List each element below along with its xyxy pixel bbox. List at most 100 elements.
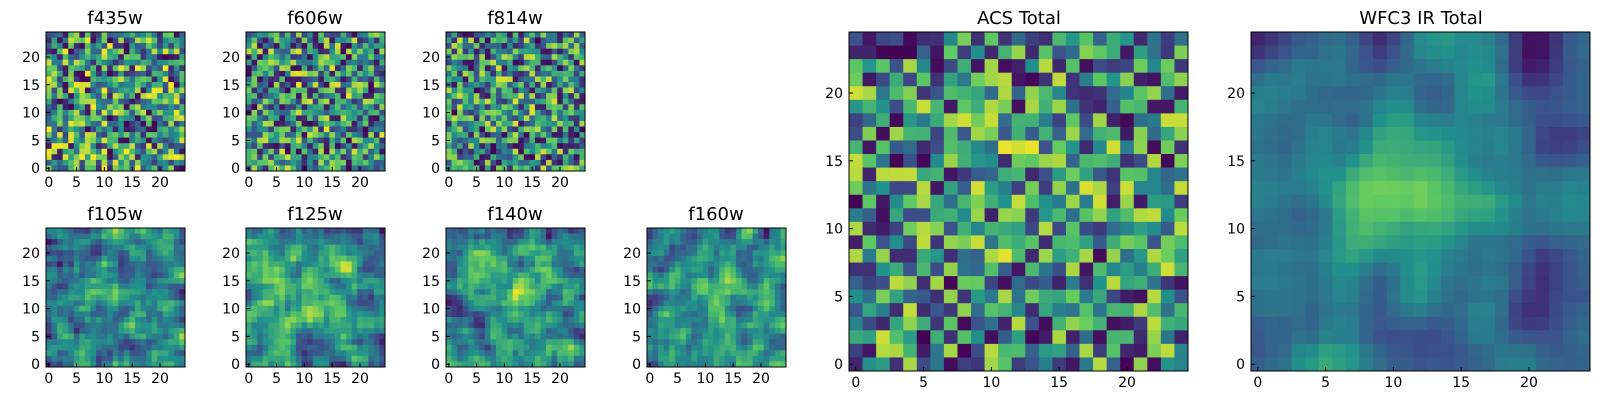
heatmap-cell (1160, 140, 1175, 155)
heatmap-cell (479, 76, 486, 83)
heatmap-cell (296, 361, 302, 368)
heatmap-cell (84, 37, 91, 44)
heatmap-cell (129, 98, 136, 105)
heatmap-cell (273, 109, 280, 116)
heatmap-cell (730, 311, 737, 318)
heatmap-cell (501, 261, 508, 268)
heatmap-cell (68, 255, 75, 262)
heatmap-cell (168, 361, 175, 368)
heatmap-cell (551, 65, 558, 72)
heatmap-cell (658, 233, 665, 240)
heatmap-cell (279, 65, 286, 72)
heatmap-cell (273, 244, 280, 251)
heatmap-cell (268, 159, 275, 166)
heatmap-cell (323, 148, 330, 155)
heatmap-cell (246, 294, 252, 301)
heatmap-cell (118, 339, 125, 346)
heatmap-cell (251, 70, 258, 77)
heatmap-cell (179, 132, 186, 139)
heatmap-cell (719, 344, 726, 351)
heatmap-cell (246, 266, 252, 273)
heatmap-cell (568, 137, 575, 144)
heatmap-cell (362, 350, 369, 357)
heatmap-cell (90, 70, 97, 77)
heatmap-cell (930, 181, 945, 196)
heatmap-cell (496, 294, 502, 301)
heatmap-cell (691, 355, 698, 362)
heatmap-cell (168, 289, 175, 296)
heatmap-cell (173, 48, 180, 55)
heatmap-cell (758, 300, 765, 307)
heatmap-cell (46, 126, 52, 133)
heatmap-cell (534, 239, 541, 246)
heatmap-cell (173, 148, 180, 155)
heatmap-cell (318, 165, 325, 172)
heatmap-cell (79, 32, 86, 38)
heatmap-cell (540, 37, 547, 44)
heatmap-cell (473, 132, 480, 139)
heatmap-cell (523, 32, 530, 38)
heatmap-cell (268, 339, 275, 346)
heatmap-cell (296, 54, 302, 61)
heatmap-cell (301, 70, 308, 77)
heatmap-cell (301, 266, 308, 273)
heatmap-cell (708, 228, 715, 234)
heatmap-cell (663, 294, 670, 301)
heatmap-cell (473, 250, 480, 257)
heatmap-cell (752, 261, 759, 268)
heatmap-cell (507, 32, 514, 38)
heatmap-cell (162, 266, 169, 273)
heatmap-cell (669, 322, 676, 329)
heatmap-cell (680, 322, 687, 329)
heatmap-cell (129, 255, 136, 262)
heatmap-cell (457, 233, 464, 240)
heatmap-cell (151, 355, 158, 362)
heatmap-cell (373, 154, 380, 161)
heatmap-cell (90, 305, 97, 312)
heatmap-cell (368, 244, 375, 251)
heatmap-cell (123, 137, 130, 144)
heatmap-cell (658, 244, 665, 251)
heatmap-cell (529, 300, 536, 307)
heatmap-cell (518, 87, 525, 94)
heatmap-cell (329, 344, 336, 351)
heatmap-cell (79, 283, 86, 290)
heatmap-cell (562, 82, 569, 88)
heatmap-cell (446, 48, 452, 55)
heatmap-cell (691, 361, 698, 368)
heatmap-cell (146, 328, 153, 335)
heatmap-cell (889, 154, 904, 168)
heatmap-cell (496, 328, 502, 335)
heatmap-cell (168, 244, 175, 251)
heatmap-cell (680, 361, 687, 368)
heatmap-cell (889, 221, 904, 236)
heatmap-cell (479, 294, 486, 301)
heatmap-cell (323, 250, 330, 257)
heatmap-cell (473, 59, 480, 66)
heatmap-cell (468, 48, 475, 55)
heatmap-cell (484, 266, 491, 273)
heatmap-cell (523, 239, 530, 246)
heatmap-cell (318, 300, 325, 307)
heatmap-cell (457, 87, 464, 94)
heatmap-cell (373, 143, 380, 150)
heatmap-cell (546, 316, 553, 323)
heatmap-cell (262, 98, 269, 105)
heatmap-cell (457, 104, 464, 111)
heatmap-cell (1065, 140, 1080, 155)
y-tick-label: 20 (222, 50, 240, 66)
heatmap-cell (123, 70, 130, 77)
heatmap-cell (496, 300, 502, 307)
heatmap-cell (323, 244, 330, 251)
heatmap-cell (468, 137, 475, 144)
heatmap-cell (501, 339, 508, 346)
heatmap-cell (57, 239, 64, 246)
heatmap-cell (368, 32, 375, 38)
heatmap-cell (357, 244, 364, 251)
heatmap-cell (752, 294, 759, 301)
heatmap-cell (379, 333, 386, 340)
heatmap-cell (562, 37, 569, 44)
heatmap-cell (262, 233, 269, 240)
heatmap-cell (84, 316, 91, 323)
